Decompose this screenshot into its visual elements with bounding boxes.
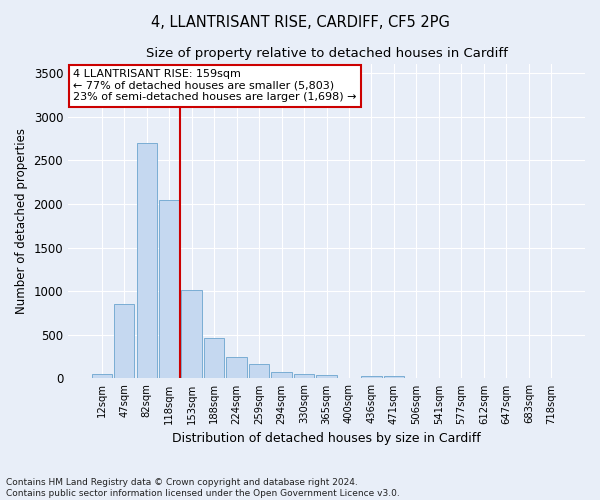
Bar — [294, 374, 314, 378]
Bar — [114, 304, 134, 378]
Text: Contains HM Land Registry data © Crown copyright and database right 2024.
Contai: Contains HM Land Registry data © Crown c… — [6, 478, 400, 498]
Text: 4 LLANTRISANT RISE: 159sqm
← 77% of detached houses are smaller (5,803)
23% of s: 4 LLANTRISANT RISE: 159sqm ← 77% of deta… — [73, 69, 357, 102]
Title: Size of property relative to detached houses in Cardiff: Size of property relative to detached ho… — [146, 48, 508, 60]
Bar — [204, 338, 224, 378]
Bar — [159, 200, 179, 378]
Bar — [226, 356, 247, 378]
Bar — [249, 364, 269, 378]
Bar — [384, 376, 404, 378]
Bar — [271, 372, 292, 378]
Bar — [361, 376, 382, 378]
Y-axis label: Number of detached properties: Number of detached properties — [15, 128, 28, 314]
X-axis label: Distribution of detached houses by size in Cardiff: Distribution of detached houses by size … — [172, 432, 481, 445]
Text: 4, LLANTRISANT RISE, CARDIFF, CF5 2PG: 4, LLANTRISANT RISE, CARDIFF, CF5 2PG — [151, 15, 449, 30]
Bar — [92, 374, 112, 378]
Bar — [316, 375, 337, 378]
Bar — [137, 143, 157, 378]
Bar — [181, 290, 202, 378]
